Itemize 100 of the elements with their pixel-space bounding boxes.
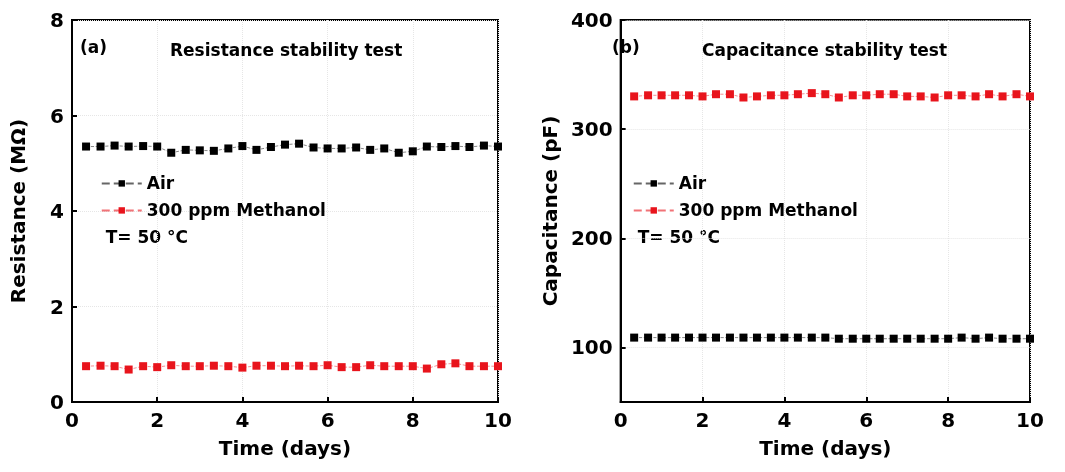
point — [224, 362, 233, 371]
point — [323, 144, 332, 153]
point — [807, 333, 816, 342]
point — [451, 359, 460, 368]
legend-label: 300 ppm Methanol — [146, 200, 326, 221]
point — [630, 333, 639, 342]
point — [780, 333, 789, 342]
annotation: (a) — [80, 36, 108, 57]
point — [807, 89, 816, 98]
x-tick-label: 6 — [320, 408, 335, 432]
y-tick-label: 100 — [570, 335, 613, 360]
point — [252, 361, 261, 370]
point — [281, 362, 289, 371]
point — [862, 91, 871, 100]
point — [739, 93, 748, 102]
point — [985, 90, 994, 99]
point — [281, 140, 289, 149]
point — [725, 333, 734, 342]
point — [82, 142, 91, 151]
text: Resistance stability test — [170, 39, 403, 60]
point — [323, 361, 332, 370]
point — [195, 362, 204, 371]
legend-label: 300 ppm Methanol — [678, 200, 858, 221]
point — [266, 143, 275, 152]
point — [479, 362, 488, 371]
point — [124, 365, 133, 374]
point — [437, 360, 446, 369]
y-tick-label: 400 — [570, 8, 613, 32]
text: Capacitance stability test — [702, 39, 948, 60]
x-tick-label: 0 — [65, 408, 79, 432]
point — [352, 363, 361, 372]
point — [671, 333, 680, 342]
point — [209, 146, 218, 155]
point — [494, 362, 502, 371]
point — [110, 362, 119, 371]
point — [834, 334, 843, 343]
y-tick-label: 200 — [570, 226, 613, 251]
point — [167, 148, 176, 157]
point — [657, 91, 666, 100]
point — [848, 91, 857, 100]
point — [422, 364, 431, 373]
y-tick-label: 0 — [50, 390, 64, 414]
point — [352, 143, 361, 152]
x-axis-title: Time (days) — [218, 436, 352, 460]
point — [739, 333, 748, 342]
x-tick-label: 4 — [777, 408, 792, 432]
point — [944, 91, 953, 100]
point — [224, 144, 233, 153]
x-tick-label: 10 — [1016, 408, 1044, 432]
point — [181, 362, 190, 371]
point — [944, 334, 953, 343]
point — [766, 333, 775, 342]
point — [153, 142, 162, 151]
y-tick-label: 300 — [570, 117, 613, 142]
y-axis-title: Resistance (MΩ) — [6, 118, 30, 304]
legend-label: Air — [146, 173, 175, 194]
y-tick-label: 6 — [50, 103, 64, 128]
x-tick-label: 2 — [695, 408, 710, 432]
point — [1012, 334, 1021, 343]
point — [494, 142, 502, 151]
point — [780, 91, 789, 100]
point — [380, 362, 389, 371]
point — [644, 333, 653, 342]
point — [153, 363, 162, 372]
point — [238, 363, 247, 372]
point — [848, 334, 857, 343]
point — [366, 145, 375, 154]
point — [465, 143, 474, 152]
point — [698, 92, 707, 101]
point — [209, 361, 218, 370]
point — [96, 142, 105, 151]
point — [96, 361, 105, 370]
point — [366, 361, 375, 370]
point — [238, 142, 247, 151]
y-tick-label: 4 — [50, 199, 64, 223]
point — [821, 90, 830, 99]
point — [930, 93, 939, 102]
point — [971, 92, 980, 101]
point — [752, 333, 761, 342]
x-tick-label: 6 — [859, 408, 874, 432]
point — [394, 362, 403, 371]
point — [394, 148, 403, 157]
point — [408, 362, 417, 371]
point — [793, 333, 802, 342]
point — [766, 91, 775, 100]
point — [685, 91, 694, 100]
point — [957, 91, 966, 100]
point — [1026, 334, 1034, 343]
point — [998, 92, 1007, 101]
point — [139, 362, 148, 371]
x-tick-label: 4 — [235, 408, 250, 432]
point — [309, 362, 318, 371]
point — [479, 141, 488, 150]
point — [698, 333, 707, 342]
point — [1026, 92, 1034, 101]
point — [957, 333, 966, 342]
point — [916, 334, 925, 343]
point — [903, 334, 912, 343]
x-tick-label: 10 — [484, 408, 512, 432]
point — [124, 142, 133, 151]
